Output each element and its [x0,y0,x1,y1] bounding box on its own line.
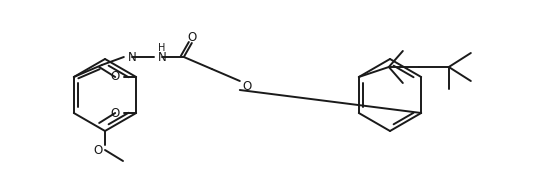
Text: H: H [158,43,165,53]
Text: O: O [110,107,119,119]
Text: N: N [158,51,167,63]
Text: O: O [94,145,103,158]
Text: O: O [243,79,252,92]
Text: O: O [110,70,119,84]
Text: N: N [128,51,137,63]
Text: O: O [187,31,196,44]
